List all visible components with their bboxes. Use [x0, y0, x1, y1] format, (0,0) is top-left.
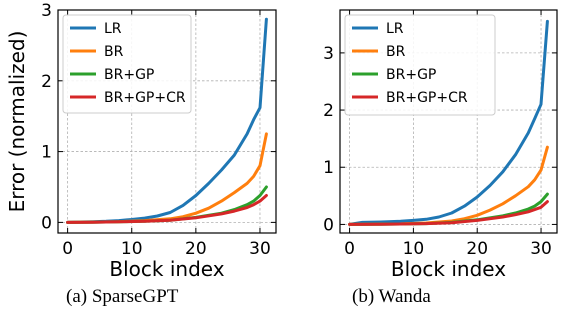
- panel1-xtick-label: 30: [249, 239, 271, 259]
- caption-wanda: (b) Wanda: [352, 286, 431, 307]
- panel2-xtick-label: 10: [403, 239, 425, 259]
- panel2-xaxis-label: Block index: [391, 257, 506, 281]
- panel2-legend-box: [344, 14, 496, 116]
- caption-sparsegpt: (a) SparseGPT: [66, 286, 179, 307]
- panel1-legend-label-lr: LR: [104, 21, 122, 37]
- panel2-xtick-label: 30: [530, 239, 552, 259]
- panel1-legend-label-br-gp: BR+GP: [104, 67, 154, 83]
- panel2-plot-frame: [339, 9, 558, 234]
- panel1-legend-box: [62, 14, 192, 114]
- panel1-ytick-label: 2: [41, 72, 52, 92]
- panel1-plot-frame: [57, 9, 277, 234]
- panel1-ytick-label: 0: [41, 213, 52, 233]
- panel2-ytick-label: 2: [323, 101, 334, 121]
- panel2-xtick-label: 0: [344, 239, 355, 259]
- panel1-ytick-label: 3: [41, 1, 52, 21]
- panel1-xaxis-label: Block index: [109, 257, 224, 281]
- panel2-legend-label-br: BR: [386, 44, 406, 60]
- panel1-xtick-label: 20: [185, 239, 207, 259]
- panel1-series-line-br-gp-cr: [66, 194, 268, 224]
- panel2-xtick-label: 20: [466, 239, 488, 259]
- panel2-legend-label-lr: LR: [386, 21, 404, 37]
- panel1-xtick-label: 10: [121, 239, 143, 259]
- panel1-yaxis-label: Error (normalized): [5, 31, 29, 213]
- panel2-legend-label-br-gp-cr: BR+GP+CR: [386, 90, 468, 106]
- panel1-ytick-label: 1: [41, 143, 52, 163]
- panel2-series-line-lr: [348, 19, 549, 226]
- panel2-series-line-br-gp-cr: [348, 200, 549, 226]
- panel2-ytick-label: 3: [323, 44, 334, 64]
- panel1-legend-label-br: BR: [104, 44, 124, 60]
- panel2-legend-label-br-gp: BR+GP: [386, 67, 436, 83]
- panel1-legend-label-br-gp-cr: BR+GP+CR: [104, 90, 186, 106]
- panel1-xtick-label: 0: [62, 239, 73, 259]
- panel2-ytick-label: 1: [323, 158, 334, 178]
- panel2-ytick-label: 0: [323, 215, 334, 235]
